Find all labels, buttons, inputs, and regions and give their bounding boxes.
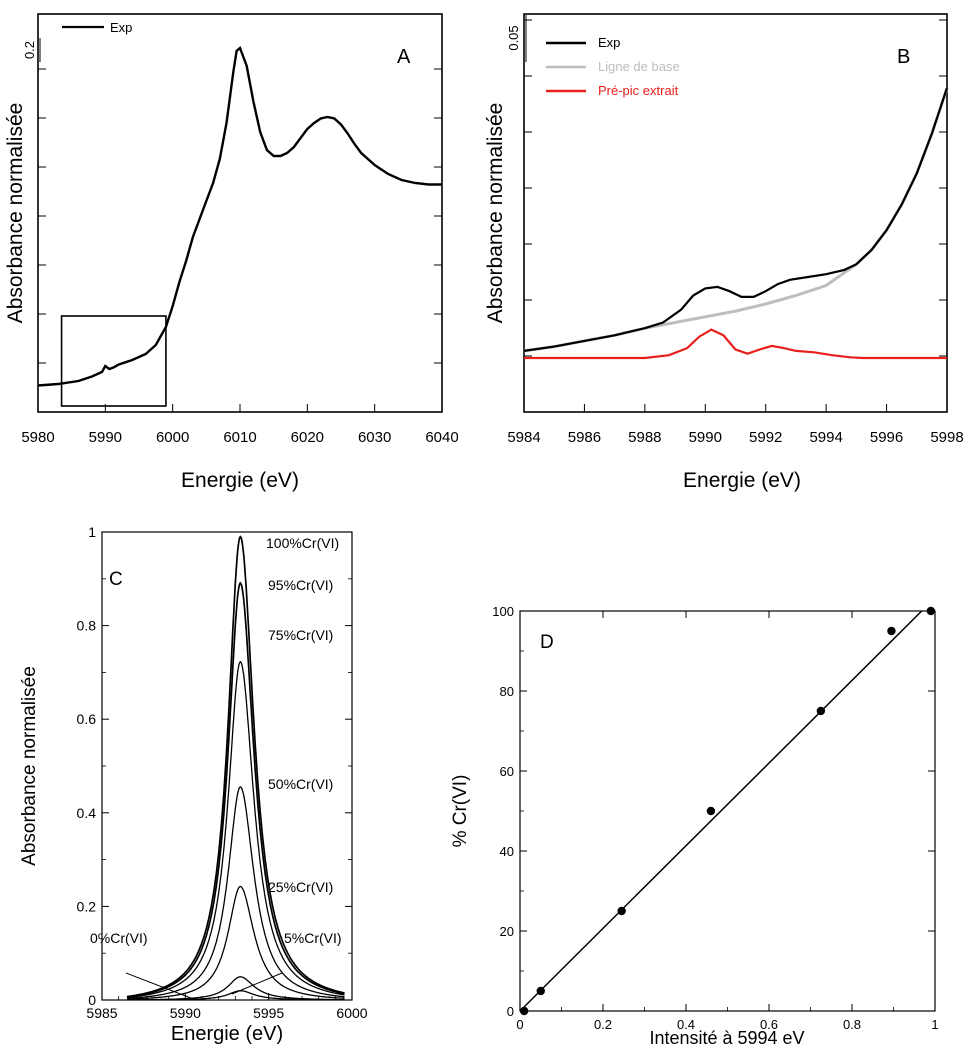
panel-b-frame bbox=[523, 13, 948, 413]
panel-a-x-tick-label: 6030 bbox=[358, 429, 391, 446]
panel-b-x-tick-label: 5984 bbox=[507, 429, 540, 446]
panel-a: 5980 5990 6000 6010 6020 6030 6040 0.2 Absorba… bbox=[4, 13, 459, 492]
panel-c-curve bbox=[127, 786, 345, 1000]
panel-c-curve bbox=[126, 581, 345, 998]
panel-a-label: A bbox=[397, 46, 411, 68]
panel-a-x-axis-label: Energie (eV) bbox=[181, 469, 299, 492]
panel-d-x-tick-label: 0.2 bbox=[594, 1017, 612, 1032]
panel-b-scale-bar-label: 0.05 bbox=[506, 25, 521, 50]
panel-c-series-label: 50%Cr(VI) bbox=[268, 776, 333, 792]
panel-c-y-tick-label: 0.2 bbox=[77, 898, 97, 914]
panel-b-x-tick-label: 5986 bbox=[568, 429, 601, 446]
panel-b-exp-line bbox=[523, 87, 949, 352]
panel-c-series-label: 25%Cr(VI) bbox=[268, 879, 333, 895]
panel-d-data-point bbox=[926, 606, 936, 616]
panel-a-x-tick-label: 6020 bbox=[291, 429, 324, 446]
panel-c-x-tick-label: 5985 bbox=[86, 1005, 117, 1021]
panel-b-x-tick-label: 5994 bbox=[809, 429, 842, 446]
panel-c-series-label: 100%Cr(VI) bbox=[266, 535, 339, 551]
panel-d-data-point bbox=[887, 626, 896, 636]
panel-c-series-label: 0%Cr(VI) bbox=[90, 930, 148, 946]
panel-d-x-tick-label: 0.4 bbox=[677, 1017, 695, 1032]
panel-c-y-tick-label: 1 bbox=[88, 524, 96, 540]
panel-b-label: B bbox=[897, 46, 910, 68]
panel-b: 5984 5986 5988 5990 5992 5994 5996 5998 0.05 Ab… bbox=[484, 13, 964, 492]
panel-d-y-axis-label: % Cr(VI) bbox=[450, 775, 471, 848]
panel-b-x-tick-label: 5992 bbox=[749, 429, 782, 446]
panel-d-x-axis-label: Intensité à 5994 eV bbox=[649, 1028, 804, 1048]
panel-d-y-tick-label: 100 bbox=[492, 604, 514, 619]
panel-d-y-tick-label: 80 bbox=[500, 684, 514, 699]
panel-a-y-axis-label: Absorbance normalisée bbox=[4, 103, 27, 324]
panel-d-x-tick-label: 0 bbox=[516, 1017, 523, 1032]
panel-d-fit-line bbox=[519, 610, 923, 1012]
panel-a-x-tick-label: 6040 bbox=[425, 429, 458, 446]
panel-d-x-tick-label: 1 bbox=[931, 1017, 938, 1032]
panel-a-x-tick-label: 5990 bbox=[89, 429, 122, 446]
panel-b-prepeak-line bbox=[524, 328, 947, 360]
panel-a-exp-line bbox=[37, 45, 442, 387]
panel-c-label: C bbox=[109, 569, 123, 590]
panel-c-series-label: 95%Cr(VI) bbox=[268, 577, 333, 593]
panel-c-y-tick-label: 0 bbox=[88, 992, 96, 1008]
panel-d-data-point bbox=[816, 706, 826, 716]
panel-d-data-point bbox=[706, 806, 716, 816]
panel-d: 0 0.2 0.4 0.6 0.8 1 0 20 40 60 80 100 % Cr(VI) Int… bbox=[450, 604, 939, 1048]
panel-c-y-axis-label: Absorbance normalisée bbox=[19, 666, 40, 866]
panel-a-x-tick-label: 6010 bbox=[223, 429, 256, 446]
panel-c-y-tick-label: 0.8 bbox=[77, 618, 97, 634]
panel-d-x-tick-label: 0.8 bbox=[843, 1017, 861, 1032]
panel-d-data-point bbox=[617, 906, 626, 916]
panel-a-legend-exp: Exp bbox=[110, 20, 132, 35]
panel-a-scale-bar-label: 0.2 bbox=[22, 41, 37, 59]
panel-b-legend-exp: Exp bbox=[598, 35, 620, 50]
panel-d-y-tick-label: 40 bbox=[500, 844, 514, 859]
panel-b-baseline-line bbox=[523, 87, 949, 353]
panel-c-y-tick-label: 0.6 bbox=[77, 711, 97, 727]
panel-b-x-tick-label: 5990 bbox=[689, 429, 722, 446]
panel-c-pointer-0pct bbox=[125, 972, 197, 1001]
panel-b-x-axis-label: Energie (eV) bbox=[683, 469, 801, 492]
panel-d-data-point bbox=[519, 1006, 529, 1016]
panel-c: 5985 5990 5995 6000 0 0.2 0.4 0.6 0.8 1 100%Cr(V… bbox=[19, 524, 368, 1045]
panel-a-x-tick-label: 5980 bbox=[21, 429, 54, 446]
panel-b-x-tick-label: 5988 bbox=[628, 429, 661, 446]
panel-c-curve bbox=[127, 990, 345, 1001]
panel-d-label: D bbox=[540, 632, 554, 653]
panel-d-data-point bbox=[536, 986, 545, 996]
panel-d-y-tick-label: 0 bbox=[507, 1004, 514, 1019]
panel-d-x-tick-label: 0.6 bbox=[760, 1017, 778, 1032]
panel-a-x-tick-label: 6000 bbox=[156, 429, 189, 446]
panel-c-curve bbox=[126, 885, 345, 1000]
panel-c-x-tick-label: 5995 bbox=[253, 1005, 284, 1021]
panel-c-x-tick-label: 6000 bbox=[336, 1005, 367, 1021]
panel-b-y-axis-label: Absorbance normalisée bbox=[484, 103, 507, 324]
panel-a-zoom-box bbox=[60, 315, 167, 407]
panel-d-y-tick-label: 20 bbox=[500, 924, 514, 939]
panel-b-legend-baseline: Ligne de base bbox=[598, 59, 680, 74]
panel-a-frame bbox=[37, 13, 443, 413]
panel-c-curve bbox=[126, 535, 345, 998]
panel-b-x-tick-label: 5996 bbox=[870, 429, 903, 446]
panel-b-x-tick-label: 5998 bbox=[930, 429, 963, 446]
panel-c-pointer-5pct bbox=[231, 972, 283, 995]
panel-c-x-axis-label: Energie (eV) bbox=[171, 1023, 283, 1045]
panel-c-y-tick-label: 0.4 bbox=[77, 805, 97, 821]
panel-d-frame bbox=[519, 610, 936, 1012]
panel-c-series-label: 5%Cr(VI) bbox=[284, 930, 342, 946]
panel-c-series-label: 75%Cr(VI) bbox=[268, 627, 333, 643]
panel-b-legend-prepeak: Pré-pic extrait bbox=[598, 83, 679, 98]
panel-c-curve bbox=[126, 660, 345, 999]
panel-d-y-tick-label: 60 bbox=[500, 764, 514, 779]
panel-c-x-tick-label: 5990 bbox=[170, 1005, 201, 1021]
